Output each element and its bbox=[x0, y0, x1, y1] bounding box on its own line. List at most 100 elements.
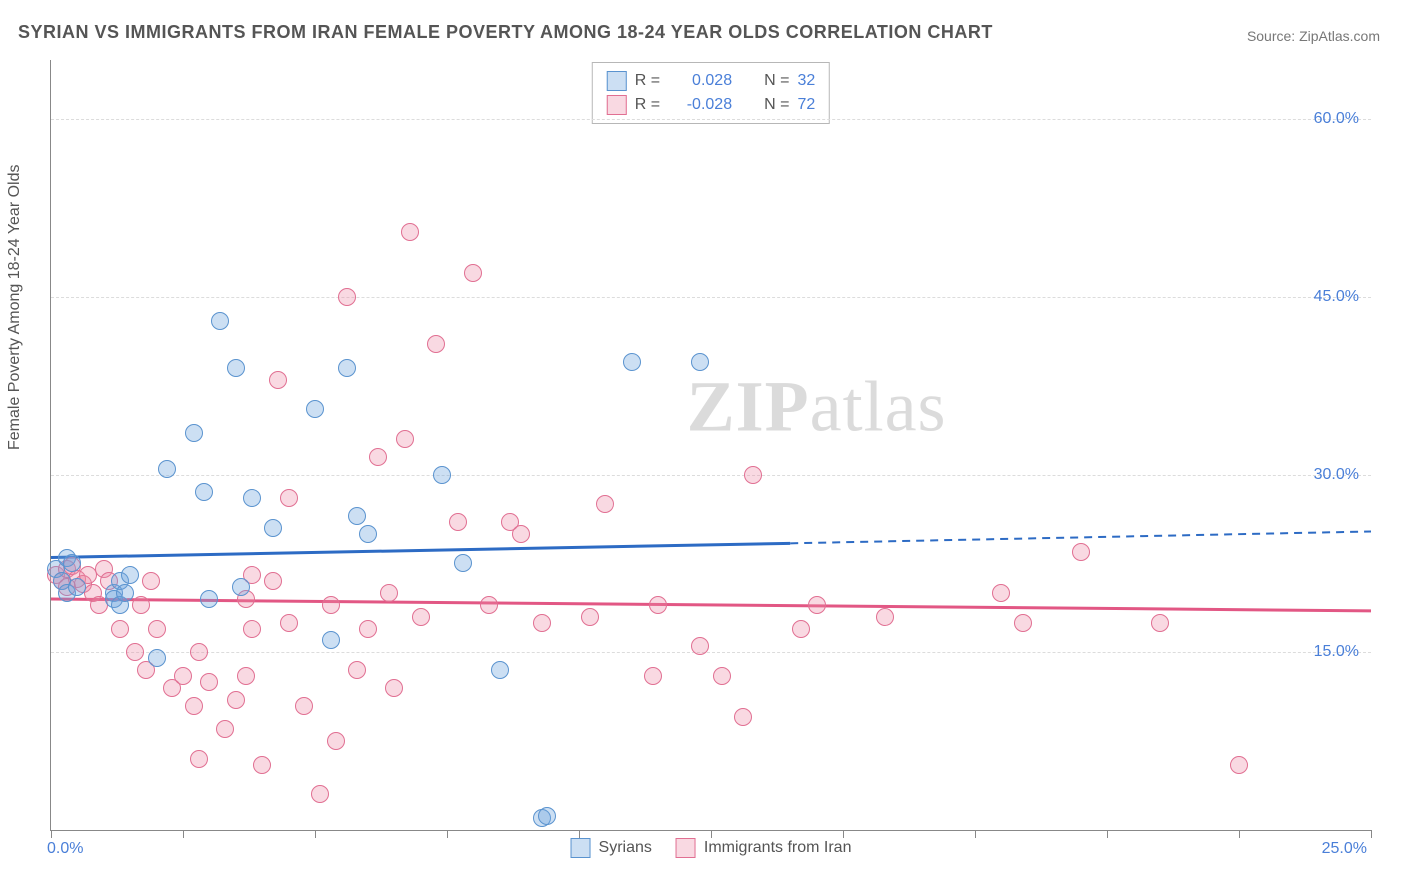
gridline bbox=[51, 652, 1371, 653]
data-point-syrians bbox=[121, 566, 139, 584]
data-point-iran bbox=[280, 489, 298, 507]
legend-item-iran: Immigrants from Iran bbox=[676, 838, 852, 858]
data-point-syrians bbox=[433, 466, 451, 484]
regression-lines bbox=[51, 60, 1371, 830]
data-point-syrians bbox=[185, 424, 203, 442]
data-point-syrians bbox=[348, 507, 366, 525]
data-point-iran bbox=[464, 264, 482, 282]
data-point-iran bbox=[512, 525, 530, 543]
y-axis-label: Female Poverty Among 18-24 Year Olds bbox=[6, 165, 24, 451]
x-tick bbox=[1239, 830, 1240, 838]
source-label: Source: ZipAtlas.com bbox=[1247, 28, 1380, 44]
legend-stats: R = 0.028 N = 32 R = -0.028 N = 72 bbox=[592, 62, 830, 124]
data-point-iran bbox=[396, 430, 414, 448]
data-point-syrians bbox=[116, 584, 134, 602]
r-label-2: R = bbox=[635, 93, 660, 117]
data-point-syrians bbox=[359, 525, 377, 543]
data-point-iran bbox=[190, 750, 208, 768]
y-tick-label: 30.0% bbox=[1314, 466, 1359, 484]
data-point-iran bbox=[876, 608, 894, 626]
legend-stats-row-1: R = 0.028 N = 32 bbox=[607, 69, 815, 93]
x-tick bbox=[711, 830, 712, 838]
x-tick-label-min: 0.0% bbox=[47, 840, 83, 858]
data-point-syrians bbox=[68, 578, 86, 596]
data-point-iran bbox=[237, 667, 255, 685]
data-point-iran bbox=[132, 596, 150, 614]
data-point-syrians bbox=[264, 519, 282, 537]
data-point-iran bbox=[412, 608, 430, 626]
data-point-iran bbox=[385, 679, 403, 697]
data-point-iran bbox=[734, 708, 752, 726]
swatch-iran-2 bbox=[676, 838, 696, 858]
n-label-2: N = bbox=[764, 93, 789, 117]
data-point-syrians bbox=[211, 312, 229, 330]
legend-series: Syrians Immigrants from Iran bbox=[571, 838, 852, 858]
x-tick bbox=[975, 830, 976, 838]
data-point-iran bbox=[359, 620, 377, 638]
data-point-iran bbox=[533, 614, 551, 632]
data-point-iran bbox=[992, 584, 1010, 602]
x-tick bbox=[1107, 830, 1108, 838]
plot-area: ZIPatlas R = 0.028 N = 32 R = -0.028 N =… bbox=[50, 60, 1371, 831]
data-point-syrians bbox=[322, 631, 340, 649]
data-point-iran bbox=[111, 620, 129, 638]
data-point-iran bbox=[1072, 543, 1090, 561]
data-point-syrians bbox=[306, 400, 324, 418]
legend-stats-row-2: R = -0.028 N = 72 bbox=[607, 93, 815, 117]
legend-label-syrians: Syrians bbox=[599, 839, 652, 857]
swatch-syrians-2 bbox=[571, 838, 591, 858]
data-point-iran bbox=[644, 667, 662, 685]
y-tick-label: 60.0% bbox=[1314, 110, 1359, 128]
data-point-iran bbox=[808, 596, 826, 614]
data-point-syrians bbox=[148, 649, 166, 667]
data-point-iran bbox=[596, 495, 614, 513]
data-point-iran bbox=[264, 572, 282, 590]
data-point-iran bbox=[148, 620, 166, 638]
data-point-iran bbox=[174, 667, 192, 685]
x-tick bbox=[315, 830, 316, 838]
data-point-iran bbox=[190, 643, 208, 661]
r-value-syrians: 0.028 bbox=[668, 69, 732, 93]
data-point-syrians bbox=[243, 489, 261, 507]
data-point-iran bbox=[338, 288, 356, 306]
swatch-syrians bbox=[607, 71, 627, 91]
chart-title: SYRIAN VS IMMIGRANTS FROM IRAN FEMALE PO… bbox=[18, 22, 993, 43]
legend-item-syrians: Syrians bbox=[571, 838, 652, 858]
data-point-iran bbox=[449, 513, 467, 531]
x-tick bbox=[447, 830, 448, 838]
data-point-syrians bbox=[538, 807, 556, 825]
data-point-iran bbox=[200, 673, 218, 691]
data-point-iran bbox=[253, 756, 271, 774]
data-point-iran bbox=[295, 697, 313, 715]
data-point-iran bbox=[322, 596, 340, 614]
x-tick bbox=[579, 830, 580, 838]
data-point-syrians bbox=[227, 359, 245, 377]
data-point-syrians bbox=[232, 578, 250, 596]
data-point-iran bbox=[1230, 756, 1248, 774]
x-tick bbox=[51, 830, 52, 838]
data-point-syrians bbox=[454, 554, 472, 572]
data-point-iran bbox=[480, 596, 498, 614]
chart-container: SYRIAN VS IMMIGRANTS FROM IRAN FEMALE PO… bbox=[0, 0, 1406, 892]
data-point-iran bbox=[327, 732, 345, 750]
n-value-iran: 72 bbox=[797, 93, 815, 117]
data-point-iran bbox=[126, 643, 144, 661]
data-point-iran bbox=[1014, 614, 1032, 632]
x-tick bbox=[183, 830, 184, 838]
r-value-iran: -0.028 bbox=[668, 93, 732, 117]
data-point-iran bbox=[227, 691, 245, 709]
data-point-iran bbox=[691, 637, 709, 655]
r-label: R = bbox=[635, 69, 660, 93]
gridline bbox=[51, 119, 1371, 120]
data-point-iran bbox=[649, 596, 667, 614]
n-value-syrians: 32 bbox=[797, 69, 815, 93]
data-point-iran bbox=[380, 584, 398, 602]
data-point-iran bbox=[185, 697, 203, 715]
data-point-iran bbox=[744, 466, 762, 484]
data-point-syrians bbox=[63, 554, 81, 572]
x-tick bbox=[843, 830, 844, 838]
data-point-syrians bbox=[158, 460, 176, 478]
data-point-iran bbox=[369, 448, 387, 466]
x-tick-label-max: 25.0% bbox=[1322, 840, 1367, 858]
data-point-iran bbox=[280, 614, 298, 632]
